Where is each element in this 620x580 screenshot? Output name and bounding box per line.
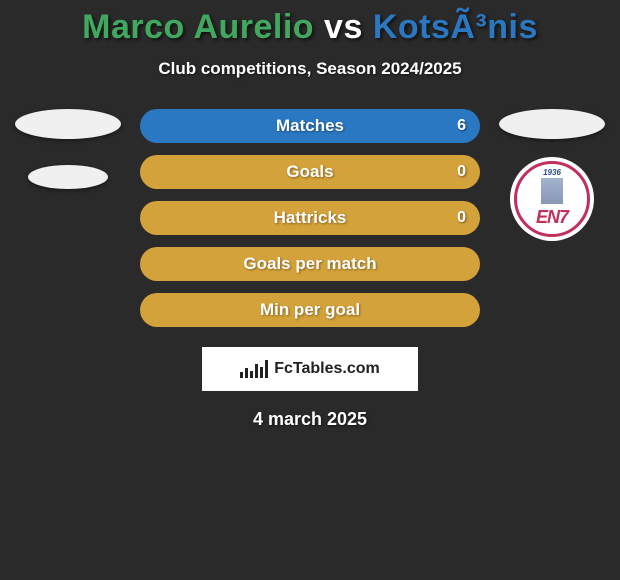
stat-row: Matches 6 xyxy=(140,109,480,143)
stat-bar: Hattricks xyxy=(140,201,480,235)
stat-row: Hattricks 0 xyxy=(140,201,480,235)
stat-label: Matches xyxy=(276,116,344,136)
stat-bar: Min per goal xyxy=(140,293,480,327)
stat-value-right: 0 xyxy=(457,209,466,227)
badge-year: 1936 xyxy=(543,168,561,177)
title-vs: vs xyxy=(324,8,363,46)
subtitle: Club competitions, Season 2024/2025 xyxy=(0,59,620,79)
stat-row: Min per goal xyxy=(140,293,480,327)
logo-chart-icon xyxy=(240,360,268,378)
fctables-logo[interactable]: FcTables.com xyxy=(202,347,418,391)
stat-value-right: 6 xyxy=(457,117,466,135)
logo-text: FcTables.com xyxy=(274,360,380,378)
badge-text: EN7 xyxy=(536,207,568,228)
main-container: Marco Aurelio vs KotsÃ³nis Club competit… xyxy=(0,0,620,430)
stat-label: Goals per match xyxy=(243,254,376,274)
stat-bar: Matches xyxy=(140,109,480,143)
title-player1: Marco Aurelio xyxy=(82,8,314,46)
stats-area: Matches 6 Goals 0 Hattricks 0 Goals per match M… xyxy=(0,109,620,327)
stat-bars: Matches 6 Goals 0 Hattricks 0 Goals per match M… xyxy=(140,109,480,327)
stat-label: Goals xyxy=(286,162,333,182)
stat-label: Min per goal xyxy=(260,300,360,320)
stat-row: Goals 0 xyxy=(140,155,480,189)
badge-building-icon xyxy=(541,178,563,204)
player2-image-placeholder xyxy=(499,109,605,139)
stat-row: Goals per match xyxy=(140,247,480,281)
title-player2: KotsÃ³nis xyxy=(373,8,538,46)
left-side-column xyxy=(14,109,122,189)
stat-label: Hattricks xyxy=(274,208,347,228)
player1-club-placeholder xyxy=(28,165,108,189)
right-side-column: 1936 EN7 xyxy=(498,109,606,241)
player2-club-badge: 1936 EN7 xyxy=(510,157,594,241)
page-title: Marco Aurelio vs KotsÃ³nis xyxy=(0,8,620,47)
stat-value-right: 0 xyxy=(457,163,466,181)
stat-bar: Goals per match xyxy=(140,247,480,281)
player1-image-placeholder xyxy=(15,109,121,139)
stat-bar: Goals xyxy=(140,155,480,189)
club-badge-inner: 1936 EN7 xyxy=(514,161,590,237)
date-line: 4 march 2025 xyxy=(0,409,620,430)
